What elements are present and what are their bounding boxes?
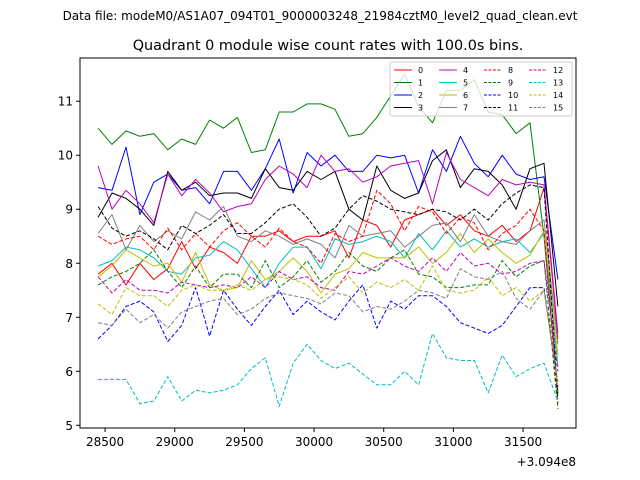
legend-label-2: 2	[418, 91, 423, 100]
series-line-0	[97, 187, 559, 339]
series-line-7	[97, 206, 559, 345]
legend-box	[389, 61, 573, 117]
legend-label-13: 13	[553, 79, 563, 88]
x-tick-label: 30000	[295, 435, 333, 449]
y-tick-label: 9	[65, 203, 73, 217]
series-line-9	[97, 249, 559, 410]
series-line-15	[98, 268, 559, 383]
series-line-4	[97, 152, 559, 334]
plot-frame	[79, 57, 577, 429]
y-tick-label: 10	[58, 149, 73, 163]
legend-label-10: 10	[508, 91, 518, 100]
legend-label-3: 3	[418, 104, 423, 113]
series-layer	[97, 73, 559, 410]
legend-label-14: 14	[553, 91, 563, 100]
y-tick-label: 5	[65, 419, 73, 433]
plot-area	[80, 58, 576, 428]
series-line-8	[97, 189, 559, 404]
x-tick-label: 31500	[504, 435, 542, 449]
x-tick-label: 30500	[365, 435, 403, 449]
series-line-3	[97, 149, 559, 307]
legend-label-1: 1	[418, 79, 423, 88]
legend-label-7: 7	[463, 104, 468, 113]
legend-label-4: 4	[463, 66, 468, 75]
legend-label-6: 6	[463, 91, 468, 100]
y-tick-label: 7	[65, 311, 73, 325]
data-file-label: Data file: modeM0/AS1A07_094T01_90000032…	[63, 9, 578, 23]
series-line-13	[98, 333, 559, 407]
x-axis: 28500 29000 29500 30000 30500 31000 31500	[86, 428, 542, 449]
x-tick-label: 28500	[86, 435, 124, 449]
series-line-14	[97, 265, 559, 388]
y-axis: 5 6 7 8 9 10 11	[58, 95, 80, 433]
series-line-11	[97, 184, 559, 399]
x-tick-label: 29500	[225, 435, 263, 449]
y-tick-label: 11	[58, 95, 73, 109]
series-line-12	[97, 252, 559, 372]
y-tick-label: 6	[65, 365, 73, 379]
legend-label-8: 8	[508, 66, 513, 75]
legend-label-5: 5	[463, 79, 468, 88]
x-tick-label: 29000	[156, 435, 194, 449]
legend-label-12: 12	[553, 66, 563, 75]
y-tick-label: 8	[65, 257, 73, 271]
legend-label-11: 11	[508, 104, 518, 113]
legend-label-9: 9	[508, 79, 513, 88]
chart-title: Quadrant 0 module wise count rates with …	[133, 38, 524, 54]
series-line-6	[97, 230, 559, 356]
legend-label-15: 15	[553, 104, 563, 113]
legend-label-0: 0	[418, 66, 423, 75]
x-offset-label: +3.094e8	[517, 455, 576, 469]
x-tick-label: 31000	[434, 435, 472, 449]
